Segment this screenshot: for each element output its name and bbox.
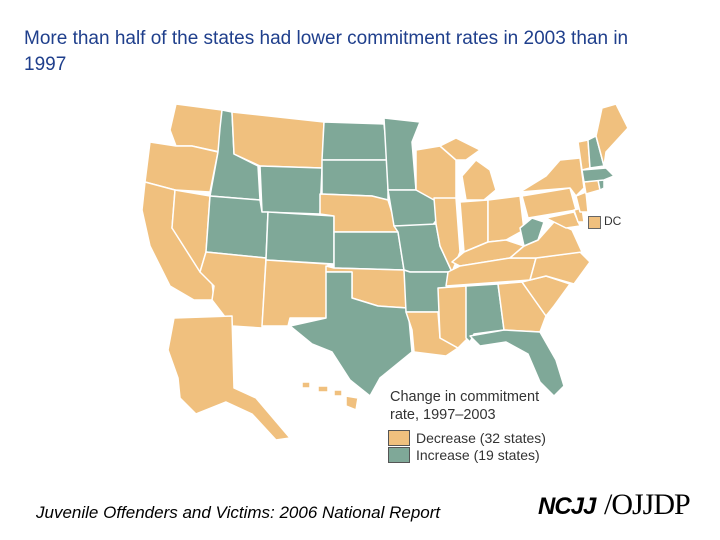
legend-decrease: Decrease (32 states) — [388, 430, 546, 446]
state-FL — [469, 329, 565, 397]
state-HI — [301, 381, 359, 411]
dc-label: DC — [604, 214, 622, 228]
state-WA — [169, 103, 223, 153]
state-MN — [383, 117, 421, 191]
decrease-swatch — [388, 430, 410, 446]
state-MD — [545, 211, 581, 229]
state-MA — [581, 167, 615, 183]
state-OH — [487, 195, 525, 243]
state-WY — [259, 165, 323, 215]
state-KS — [333, 231, 405, 271]
ncjj-logo: NCJJ — [538, 493, 596, 520]
increase-swatch — [388, 447, 410, 463]
page-title: More than half of the states had lower c… — [24, 28, 629, 75]
dc-marker — [588, 216, 601, 229]
legend-title: Change in commitment rate, 1997–2003 — [390, 389, 540, 423]
state-ME — [595, 103, 629, 167]
state-UT — [205, 195, 269, 259]
footer-report-title: Juvenile Offenders and Victims: 2006 Nat… — [36, 503, 441, 522]
state-MI — [439, 137, 497, 201]
state-WV — [519, 217, 545, 247]
state-ND — [321, 121, 389, 161]
legend-increase-label: Increase (19 states) — [416, 447, 540, 463]
state-LA — [405, 311, 459, 357]
state-NM — [261, 259, 329, 327]
state-NJ — [575, 191, 589, 213]
legend-decrease-label: Decrease (32 states) — [416, 430, 546, 446]
state-AK — [167, 315, 291, 441]
legend-increase: Increase (19 states) — [388, 447, 540, 463]
state-GA — [497, 281, 547, 333]
state-CO — [265, 211, 335, 265]
state-TX — [289, 271, 413, 397]
ojjdp-logo: /OJJDP — [604, 488, 691, 521]
state-MS — [437, 285, 469, 349]
state-MT — [231, 111, 325, 169]
